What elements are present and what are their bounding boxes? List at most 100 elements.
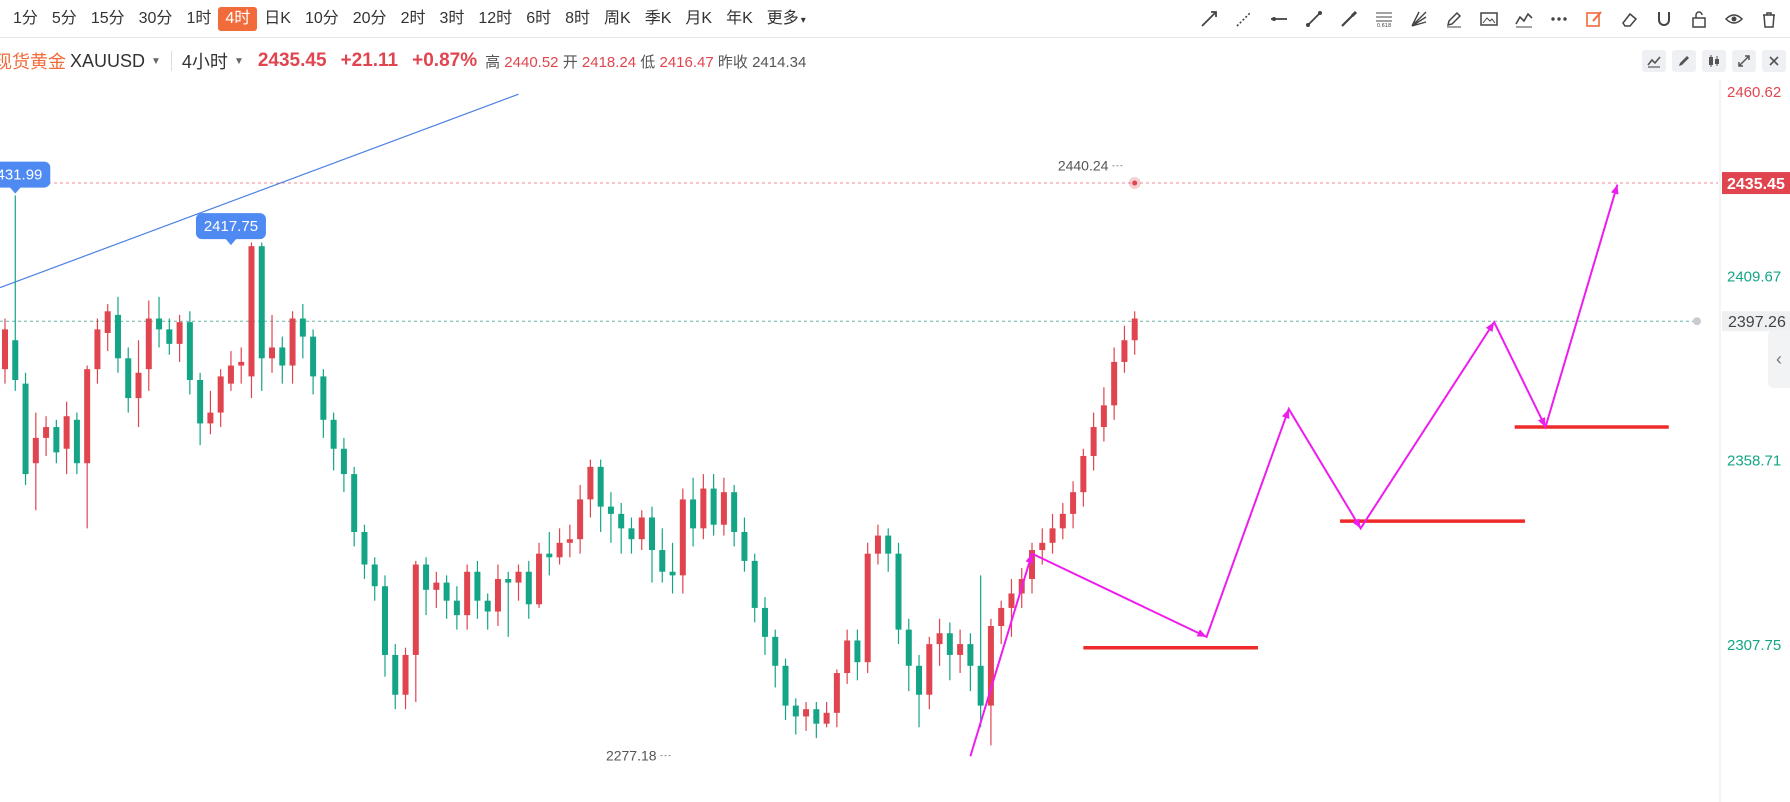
- candle-body[interactable]: [505, 578, 512, 583]
- candle-body[interactable]: [1100, 405, 1107, 428]
- interval-tab-7[interactable]: 10分: [304, 10, 339, 27]
- candle-body[interactable]: [690, 499, 697, 529]
- candle-body[interactable]: [1008, 593, 1015, 608]
- candle-body[interactable]: [659, 550, 666, 572]
- candle-body[interactable]: [248, 246, 255, 377]
- candle-body[interactable]: [587, 466, 594, 500]
- interval-tab-14[interactable]: 周K: [604, 10, 631, 27]
- candle-body[interactable]: [957, 644, 964, 655]
- candle-body[interactable]: [720, 492, 727, 525]
- candle-body[interactable]: [299, 318, 306, 337]
- candle-body[interactable]: [916, 665, 923, 695]
- candle-body[interactable]: [1080, 455, 1087, 493]
- edit-icon[interactable]: [1576, 7, 1611, 31]
- candle-body[interactable]: [844, 640, 851, 674]
- candle-body[interactable]: [772, 636, 779, 666]
- candle-body[interactable]: [156, 318, 163, 330]
- symbol-dropdown-icon[interactable]: ▼: [151, 55, 161, 67]
- candle-body[interactable]: [1121, 340, 1128, 362]
- candle-body[interactable]: [186, 322, 193, 381]
- candle-body[interactable]: [679, 499, 686, 576]
- candle-body[interactable]: [1059, 513, 1066, 529]
- close-icon[interactable]: [1762, 50, 1786, 72]
- candle-body[interactable]: [792, 705, 799, 717]
- interval-tab-2[interactable]: 15分: [90, 10, 125, 27]
- candle-body[interactable]: [104, 311, 111, 333]
- interval-tab-17[interactable]: 年K: [726, 10, 753, 27]
- candle-body[interactable]: [649, 517, 656, 551]
- candle-body[interactable]: [1131, 318, 1138, 341]
- candle-body[interactable]: [987, 626, 994, 706]
- candle-body[interactable]: [330, 419, 337, 449]
- candle-body[interactable]: [731, 492, 738, 532]
- candle-body[interactable]: [484, 600, 491, 612]
- candle-body[interactable]: [22, 383, 29, 475]
- candle-body[interactable]: [73, 419, 80, 464]
- candle-body[interactable]: [412, 564, 419, 655]
- magnet-icon[interactable]: [1646, 7, 1681, 31]
- candle-body[interactable]: [936, 633, 943, 645]
- horizontal-line-icon[interactable]: [1261, 7, 1296, 31]
- candle-body[interactable]: [967, 644, 974, 666]
- interval-tab-11[interactable]: 12时: [478, 10, 513, 27]
- ray-icon[interactable]: [1226, 7, 1261, 31]
- candle-body[interactable]: [258, 246, 265, 359]
- symbol-name[interactable]: 现货黄金: [0, 52, 66, 72]
- candle-body[interactable]: [474, 571, 481, 601]
- candle-body[interactable]: [669, 571, 676, 576]
- candle-body[interactable]: [43, 427, 50, 438]
- pencil-icon[interactable]: [1436, 7, 1471, 31]
- interval-tab-6[interactable]: 日K: [264, 10, 291, 27]
- candle-body[interactable]: [340, 448, 347, 475]
- expand-icon[interactable]: [1732, 50, 1756, 72]
- interval-tab-3[interactable]: 30分: [138, 10, 173, 27]
- candle-body[interactable]: [238, 361, 245, 366]
- segment-icon[interactable]: [1296, 7, 1331, 31]
- candle-body[interactable]: [279, 347, 286, 366]
- candle-body[interactable]: [227, 365, 234, 384]
- candle-body[interactable]: [782, 665, 789, 706]
- candle-body[interactable]: [443, 582, 450, 601]
- wave-icon[interactable]: [1506, 7, 1541, 31]
- candle-body[interactable]: [813, 709, 820, 724]
- candle-body[interactable]: [371, 564, 378, 587]
- candle-body[interactable]: [546, 553, 553, 558]
- candle-body[interactable]: [453, 600, 460, 616]
- candle-body[interactable]: [577, 499, 584, 540]
- image-icon[interactable]: [1471, 7, 1506, 31]
- candle-body[interactable]: [464, 571, 471, 616]
- candle-body[interactable]: [946, 633, 953, 655]
- candle-body[interactable]: [885, 535, 892, 554]
- candle-body[interactable]: [741, 531, 748, 561]
- candle-body[interactable]: [166, 329, 173, 344]
- trend-line[interactable]: [0, 93, 519, 289]
- candle-body[interactable]: [536, 553, 543, 605]
- candle-body[interactable]: [197, 380, 204, 424]
- candle-body[interactable]: [525, 571, 532, 605]
- indicator-toggle-icon[interactable]: [1642, 50, 1666, 72]
- period-dropdown-icon[interactable]: ▼: [233, 55, 244, 67]
- candle-body[interactable]: [53, 427, 60, 453]
- candle-body[interactable]: [1039, 542, 1046, 551]
- candle-body[interactable]: [176, 322, 183, 344]
- interval-tab-0[interactable]: 1分: [13, 10, 38, 27]
- candle-body[interactable]: [1029, 550, 1035, 579]
- candle-body[interactable]: [392, 654, 399, 695]
- candle-body[interactable]: [803, 709, 810, 717]
- candle-body[interactable]: [125, 358, 132, 399]
- candle-body[interactable]: [114, 314, 121, 359]
- candle-body[interactable]: [556, 542, 563, 558]
- candle-body[interactable]: [402, 654, 409, 695]
- trend-line-icon[interactable]: [1191, 7, 1226, 31]
- interval-tab-13[interactable]: 8时: [565, 10, 590, 27]
- interval-tab-5[interactable]: 4时: [218, 7, 258, 31]
- candle-body[interactable]: [864, 553, 871, 663]
- candle-body[interactable]: [597, 466, 604, 507]
- brush-icon[interactable]: [1331, 7, 1366, 31]
- candle-body[interactable]: [145, 318, 152, 370]
- candle-body[interactable]: [423, 564, 430, 590]
- candle-body[interactable]: [1111, 361, 1118, 406]
- candle-body[interactable]: [217, 376, 224, 413]
- candle-body[interactable]: [1090, 427, 1097, 456]
